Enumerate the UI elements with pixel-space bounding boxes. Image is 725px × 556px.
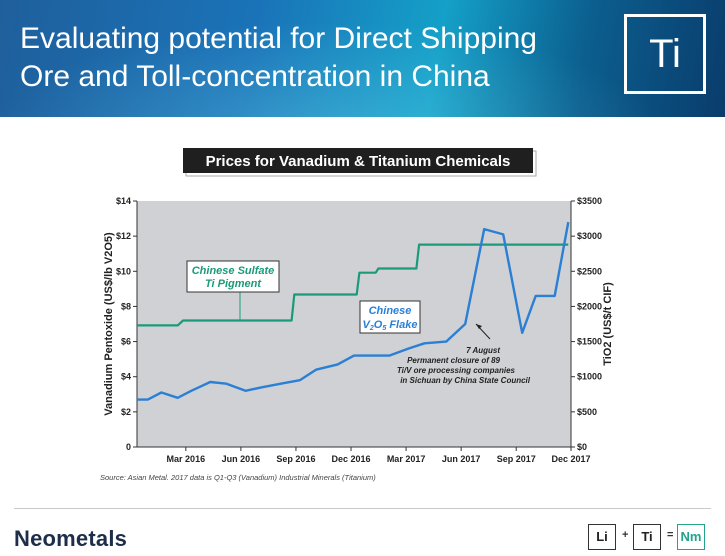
ti-label-line-1: Chinese Sulfate [192,265,275,277]
right-tick-label: $1500 [577,337,602,347]
event-note-line-1: 7 August [466,346,500,355]
v-label-line-1: Chinese [369,305,412,317]
x-tick-label: Jun 2017 [442,454,481,464]
event-arrowhead [476,324,482,329]
chart-source: Source: Asian Metal. 2017 data is Q1-Q3 … [100,473,376,482]
left-tick-label: $8 [121,301,131,311]
event-note-line-3: Ti/V ore processing companies [397,366,516,375]
chart-title-box [183,148,533,173]
formula-ti-box: Ti [633,524,661,550]
footer-divider [14,508,711,509]
formula-plus: + [622,529,629,541]
x-tick-label: Mar 2017 [387,454,426,464]
right-tick-label: $500 [577,407,597,417]
event-note-line-4: in Sichuan by China State Council [400,376,531,385]
right-tick-label: $2500 [577,266,602,276]
x-tick-label: Jun 2016 [222,454,261,464]
right-tick-label: $3500 [577,196,602,206]
event-note-line-2: Permanent closure of 89 [407,356,500,365]
neometals-logo: Neometals [14,526,128,551]
slide-title: Evaluating potential for Direct Shipping… [20,20,610,96]
plot-area [137,201,571,447]
v-label-box [359,300,421,334]
ti-label-box [186,260,280,293]
left-tick-label: $6 [121,337,131,347]
x-tick-label: Sep 2017 [497,454,536,464]
left-axis-title: Vanadium Pentoxide (US$/lb V2O5) [103,232,115,416]
formula-nm-box: Nm [677,524,705,550]
price-chart: Prices for Vanadium & Titanium Chemicals… [100,148,614,482]
right-tick-label: $1000 [577,372,602,382]
slide-header: Evaluating potential for Direct Shipping… [0,0,725,117]
left-tick-label: $4 [121,372,131,382]
right-axis-title: TiO2 (US$/t CIF) [602,282,614,366]
v-label-line-2: V2O5 Flake [363,319,418,332]
x-tick-label: Dec 2017 [551,454,590,464]
left-tick-label: $2 [121,407,131,417]
left-tick-label: $10 [116,266,131,276]
right-tick-label: $0 [577,442,587,452]
formula-li-box: Li [588,524,616,550]
right-tick-label: $2000 [577,301,602,311]
series-v2o5-flake-line [137,221,570,401]
x-axis-ticks: Mar 2016 Jun 2016 Sep 2016 Dec 2016 Mar 2017… [167,447,591,464]
left-axis-ticks: 0 $2 $4 $6 $8 $10 $12 $14 [116,196,137,452]
right-axis-ticks: $0 $500 $1000 $1500 $2000 $2500 $3000 $3500 [571,196,602,452]
x-tick-label: Dec 2016 [331,454,370,464]
series-ti-pigment-line [137,243,569,327]
left-tick-label: $12 [116,231,131,241]
x-tick-label: Mar 2016 [167,454,206,464]
right-tick-label: $3000 [577,231,602,241]
left-tick-label: 0 [126,442,131,452]
titanium-element-logo: Ti [624,14,706,94]
title-line-2: Ore and Toll-concentration in China [20,60,490,93]
left-tick-label: $14 [116,196,131,206]
title-line-1: Evaluating potential for Direct Shipping [20,22,537,55]
formula-equals: = [667,529,674,541]
ti-label-line-2: Ti Pigment [205,278,262,290]
chart-title: Prices for Vanadium & Titanium Chemicals [206,153,511,170]
x-tick-label: Sep 2016 [276,454,315,464]
